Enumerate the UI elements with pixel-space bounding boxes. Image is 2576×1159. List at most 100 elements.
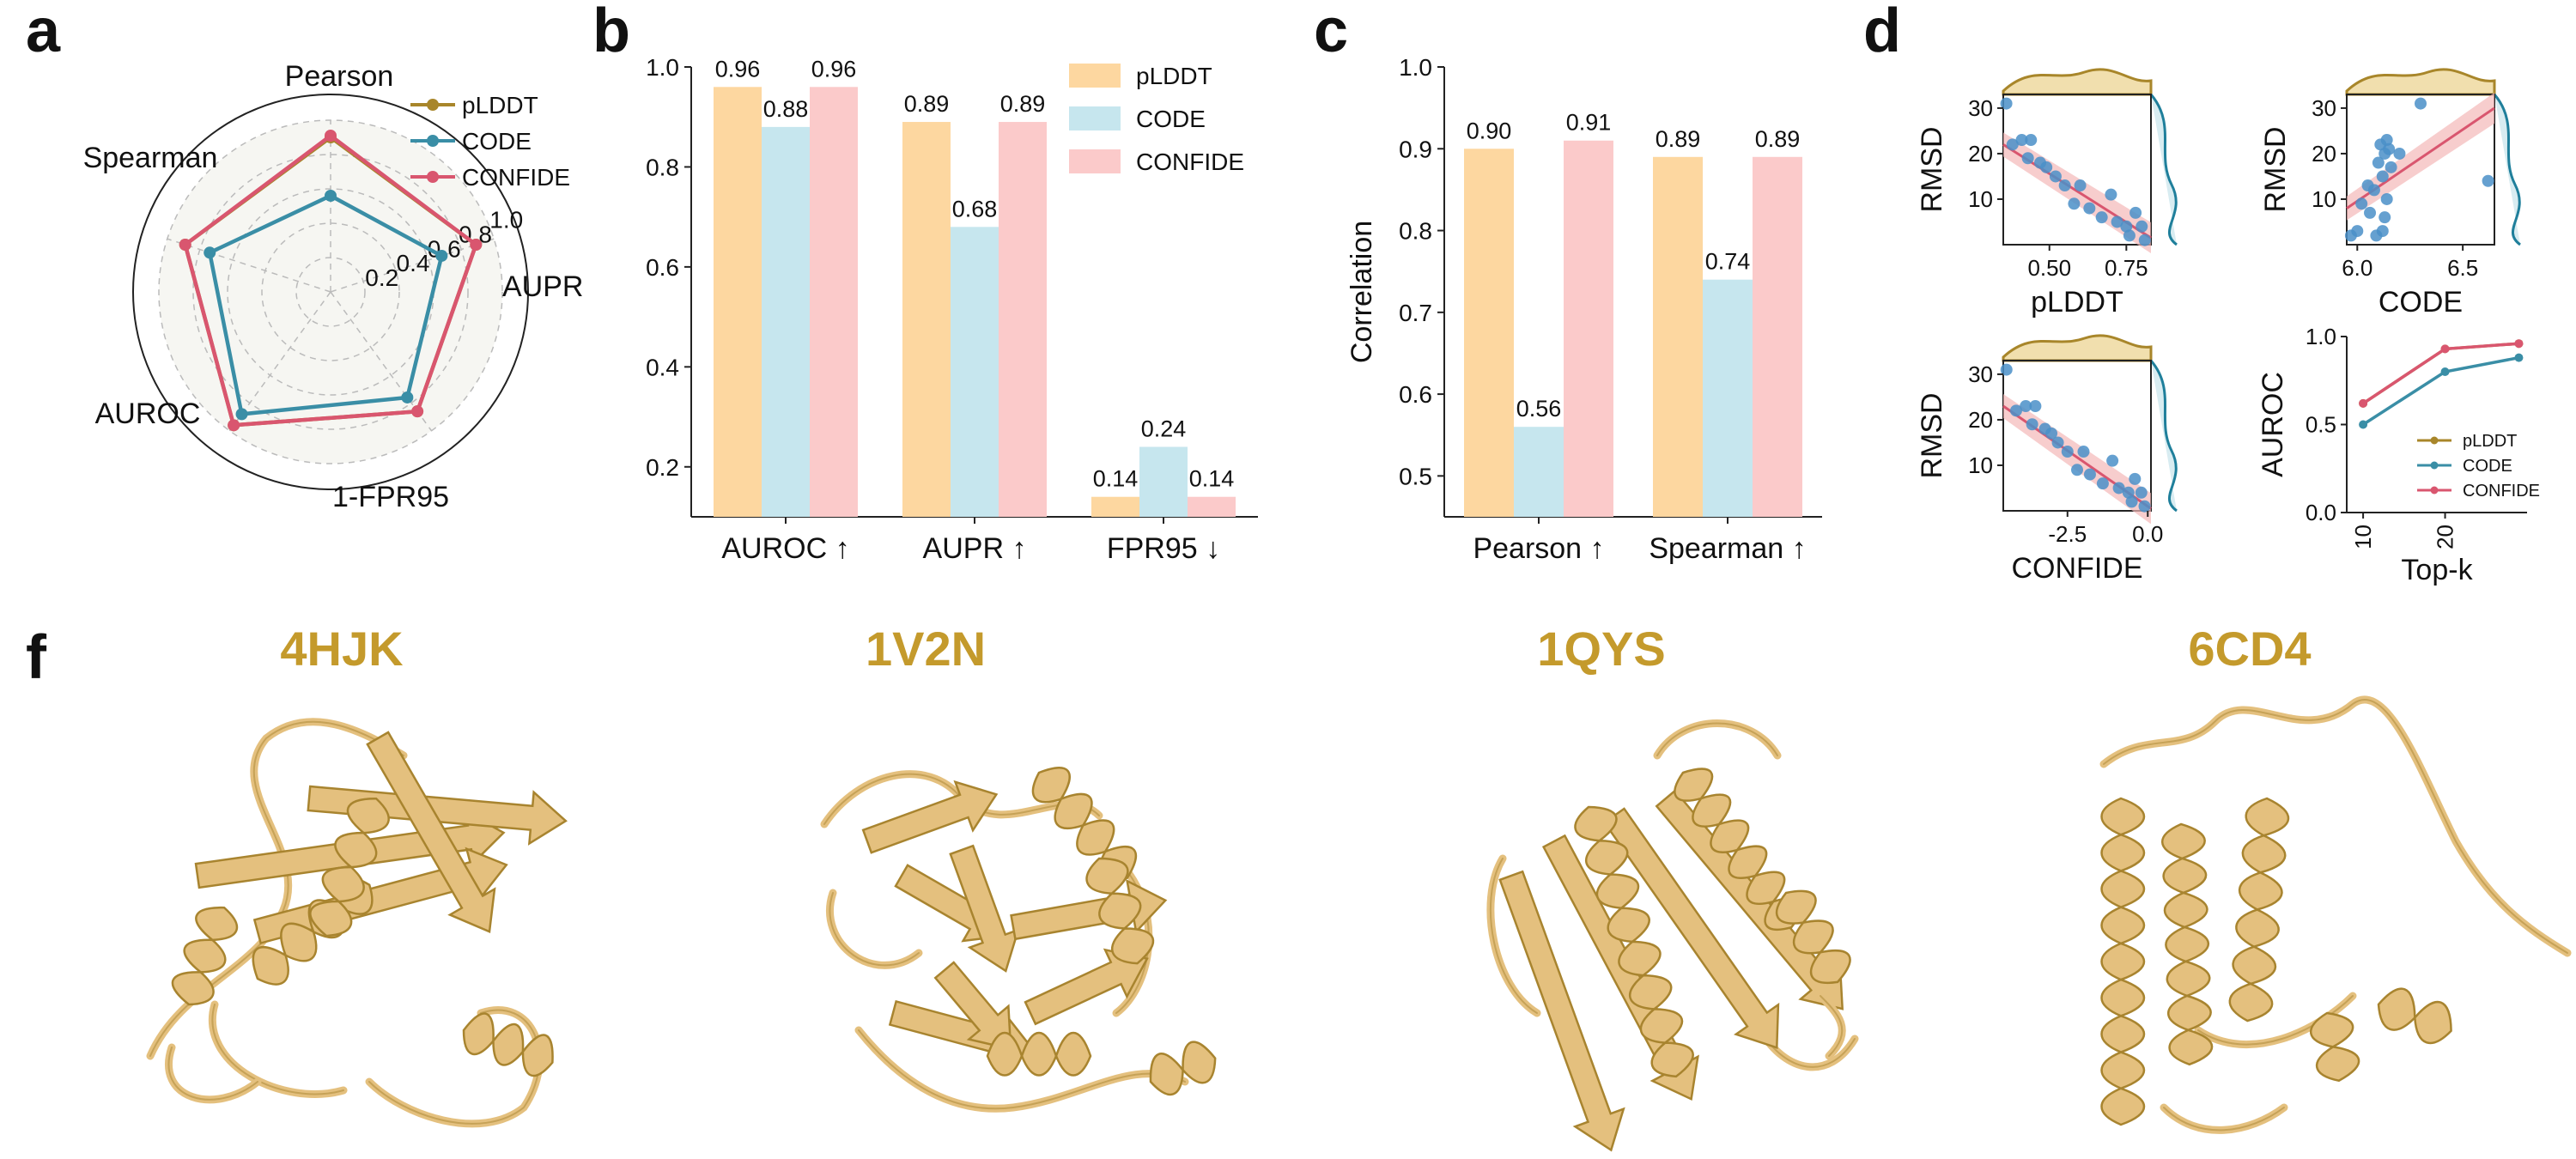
line-point bbox=[2359, 398, 2368, 408]
x-tick-label: 10 bbox=[2350, 525, 2376, 549]
y-tick-label: 1.0 bbox=[1399, 54, 1432, 81]
helix bbox=[1775, 889, 1851, 985]
radar-axis-label: AUPR bbox=[502, 270, 583, 303]
scatter-point bbox=[2000, 363, 2013, 376]
bar-value-label: 0.89 bbox=[904, 91, 950, 117]
scatter-point bbox=[2129, 472, 2142, 485]
scatter-point bbox=[2049, 170, 2062, 183]
x-tick-label: FPR95 ↓ bbox=[1107, 532, 1220, 565]
scatter-point bbox=[2061, 446, 2074, 458]
y-tick-label: 0.4 bbox=[646, 354, 679, 380]
y-tick-label: 0.7 bbox=[1399, 300, 1432, 326]
loop bbox=[826, 889, 923, 969]
y-axis-label: RMSD bbox=[1916, 126, 1948, 212]
panel-letter-c: c bbox=[1314, 0, 1348, 65]
scatter-point bbox=[2135, 486, 2148, 499]
protein-title-4hjk: 4HJK bbox=[280, 622, 403, 676]
legend-swatch bbox=[1069, 106, 1121, 130]
helix-turn bbox=[521, 1034, 554, 1077]
bar-value-label: 0.91 bbox=[1566, 110, 1612, 136]
y-tick-label: 0.5 bbox=[2306, 412, 2336, 438]
helix-turn bbox=[2100, 797, 2146, 836]
right-marginal-density bbox=[2149, 360, 2178, 513]
bar bbox=[1653, 156, 1703, 518]
scatter-point bbox=[2123, 229, 2136, 242]
panel-letter-f: f bbox=[26, 623, 47, 692]
y-tick-label: 0.6 bbox=[1399, 381, 1432, 408]
helix bbox=[2309, 1011, 2360, 1083]
loop-edge bbox=[2163, 1107, 2285, 1132]
radar-series-line bbox=[207, 193, 444, 416]
helix-turn bbox=[2100, 1014, 2146, 1053]
bar-value-label: 0.74 bbox=[1705, 249, 1751, 275]
x-axis-label: pLDDT bbox=[2031, 286, 2123, 319]
helix-turn bbox=[2232, 945, 2277, 986]
scatter-point bbox=[2120, 220, 2133, 233]
x-tick-label: 6.5 bbox=[2447, 255, 2478, 281]
helix-turn bbox=[1054, 1031, 1092, 1077]
helix-turn bbox=[1809, 949, 1851, 985]
helix-turn bbox=[2245, 797, 2290, 837]
radar-point bbox=[204, 246, 216, 259]
line-series bbox=[2362, 355, 2519, 426]
loop-edge bbox=[1820, 995, 1844, 1057]
bar bbox=[1753, 156, 1802, 518]
y-axis-label: RMSD bbox=[1916, 392, 1948, 478]
y-tick-label: 20 bbox=[1968, 407, 1993, 433]
scatter-point bbox=[2112, 482, 2125, 495]
radar-point bbox=[235, 408, 248, 421]
bar bbox=[1091, 496, 1139, 517]
loop-edge bbox=[211, 1004, 344, 1095]
bar-value-label: 0.89 bbox=[1000, 91, 1046, 117]
radar-point bbox=[179, 238, 191, 251]
scatter-point bbox=[2138, 500, 2151, 513]
y-tick-label: 0.0 bbox=[2306, 500, 2336, 525]
scatter-point bbox=[2000, 97, 2013, 110]
bar-value-label: 0.89 bbox=[1656, 126, 1701, 152]
radar-axis-label: Spearman bbox=[83, 142, 218, 174]
helix-turn bbox=[1650, 1041, 1694, 1078]
scatter-point bbox=[2045, 427, 2058, 440]
bar-value-label: 0.96 bbox=[715, 56, 761, 82]
bar bbox=[762, 126, 810, 517]
radar-point bbox=[325, 190, 337, 202]
scatter-point bbox=[2364, 206, 2377, 219]
bar-value-label: 0.68 bbox=[952, 196, 998, 221]
helix-turn bbox=[2167, 994, 2212, 1032]
scatter-point bbox=[2138, 234, 2151, 246]
y-tick-label: 10 bbox=[1968, 186, 1993, 212]
bar bbox=[810, 87, 858, 518]
radar-rtick-label: 0.2 bbox=[365, 264, 398, 291]
protein-title-6cd4: 6CD4 bbox=[2188, 622, 2311, 676]
y-tick-label: 1.0 bbox=[2306, 324, 2336, 349]
x-tick-label: -2.5 bbox=[2048, 521, 2087, 547]
line-point bbox=[2359, 420, 2368, 429]
helix-turn bbox=[2315, 1046, 2360, 1083]
scatter-point bbox=[2025, 134, 2038, 147]
loop-edge bbox=[1656, 722, 1778, 756]
bar bbox=[714, 87, 762, 518]
y-axis-label: AUROC bbox=[2257, 372, 2289, 477]
scatter-point bbox=[2077, 446, 2090, 458]
loop-edge bbox=[858, 1029, 1186, 1110]
legend-marker bbox=[2430, 486, 2439, 495]
protein-title-1v2n: 1V2N bbox=[866, 622, 986, 676]
radar-point bbox=[435, 249, 448, 262]
radar-legend-marker bbox=[427, 135, 439, 147]
scatter-point bbox=[2071, 464, 2083, 476]
scatter-point bbox=[2380, 134, 2393, 147]
y-tick-label: 0.5 bbox=[1399, 463, 1432, 489]
y-tick-label: 30 bbox=[2312, 95, 2336, 121]
helix-turn bbox=[2163, 891, 2208, 929]
y-tick-label: 10 bbox=[1968, 452, 1993, 478]
line-point bbox=[2514, 353, 2524, 362]
helix-turn bbox=[195, 906, 239, 942]
loop-edge bbox=[149, 720, 404, 1057]
x-axis-label: CONFIDE bbox=[2012, 552, 2143, 585]
scatter-point bbox=[2058, 179, 2071, 192]
y-tick-label: 30 bbox=[1968, 361, 1993, 387]
x-axis-label: CODE bbox=[2379, 286, 2463, 319]
scatter-point bbox=[2009, 404, 2022, 417]
loop-edge bbox=[167, 1047, 258, 1101]
x-tick-label: 6.0 bbox=[2342, 255, 2372, 281]
